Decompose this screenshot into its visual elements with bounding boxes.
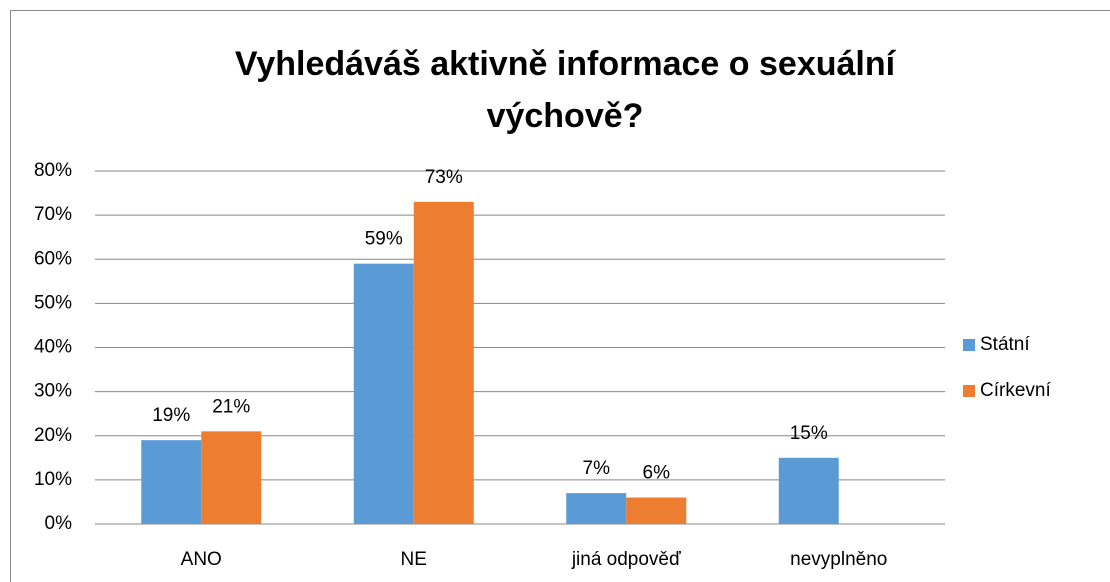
bar	[353, 263, 414, 524]
x-tick-label: ANO	[181, 549, 222, 570]
y-tick-label: 70%	[34, 204, 72, 225]
bar	[626, 497, 687, 524]
bar	[778, 457, 839, 524]
x-tick-label: jiná odpověď	[571, 549, 681, 570]
bar	[201, 431, 262, 524]
y-tick-label: 10%	[34, 469, 72, 490]
legend-label: Státní	[980, 334, 1030, 355]
x-tick-label: NE	[401, 549, 427, 570]
chart-title: Vyhledáváš aktivně informace o sexuální …	[234, 45, 896, 135]
x-tick-label: nevyplněno	[790, 549, 887, 570]
y-tick-label: 80%	[34, 160, 72, 181]
data-label: 19%	[152, 405, 190, 426]
legend-swatch	[963, 385, 975, 397]
chart-border	[10, 10, 1110, 582]
data-label: 7%	[583, 458, 611, 479]
y-tick-label: 50%	[34, 292, 72, 313]
legend-label: Církevní	[980, 380, 1051, 401]
legend-swatch	[963, 339, 975, 351]
bar	[141, 440, 202, 524]
data-label: 21%	[212, 396, 250, 417]
data-label: 6%	[643, 463, 671, 484]
y-tick-label: 40%	[34, 337, 72, 358]
y-tick-label: 60%	[34, 248, 72, 269]
bar	[413, 201, 474, 524]
y-tick-label: 0%	[45, 513, 73, 534]
data-label: 73%	[425, 167, 463, 188]
y-tick-label: 30%	[34, 381, 72, 402]
data-label: 59%	[365, 229, 403, 250]
data-label: 15%	[790, 423, 828, 444]
bar	[566, 493, 627, 524]
y-tick-label: 20%	[34, 425, 72, 446]
